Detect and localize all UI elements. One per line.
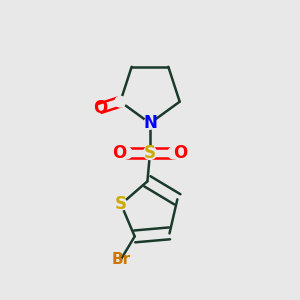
Circle shape xyxy=(115,96,126,107)
Circle shape xyxy=(120,147,132,159)
Text: S: S xyxy=(115,195,127,213)
Circle shape xyxy=(115,198,127,210)
Text: O: O xyxy=(112,144,127,162)
Text: Br: Br xyxy=(111,252,130,267)
Text: S: S xyxy=(144,144,156,162)
Circle shape xyxy=(144,117,156,129)
Text: O: O xyxy=(173,144,188,162)
Circle shape xyxy=(143,146,157,160)
Text: O: O xyxy=(93,99,107,117)
Text: N: N xyxy=(143,114,157,132)
Circle shape xyxy=(168,147,180,159)
